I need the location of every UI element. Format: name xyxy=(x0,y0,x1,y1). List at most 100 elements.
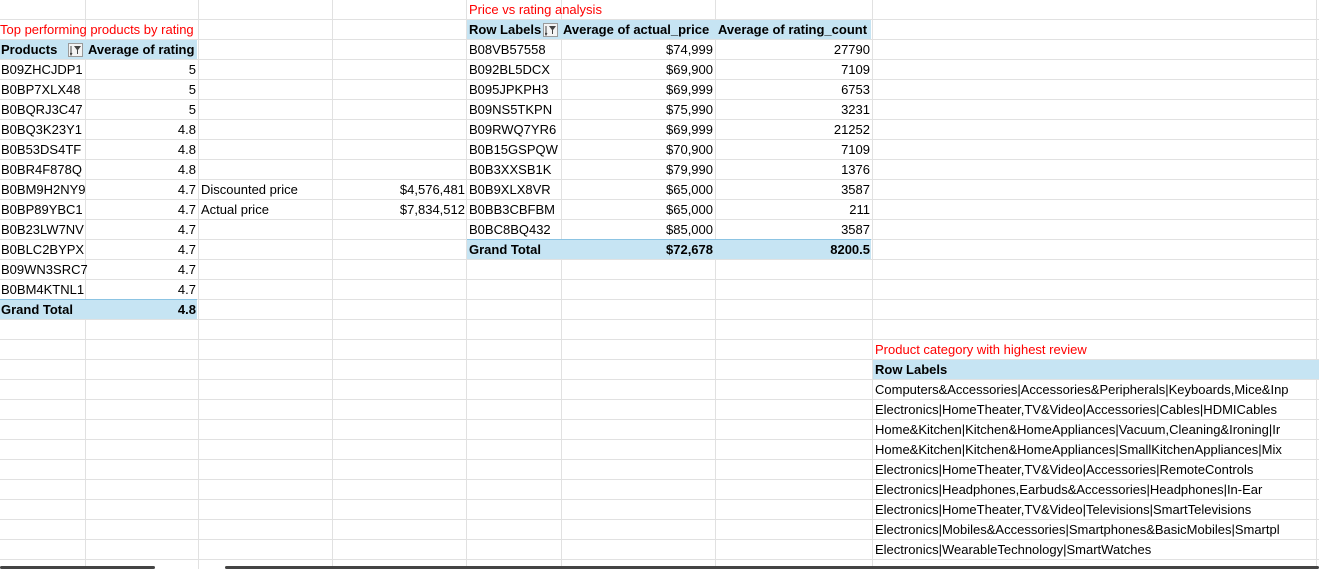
gridline xyxy=(0,439,1319,440)
gridline xyxy=(0,359,1319,360)
product-rating-cell: 4.8 xyxy=(177,162,196,177)
gridline xyxy=(85,0,86,569)
actual-price-label: Actual price xyxy=(201,202,269,217)
price-vs-rating-total-band xyxy=(467,240,871,259)
product-id-cell: B0B23LW7NV xyxy=(1,222,84,237)
category-row-cell: Electronics|HomeTheater,TV&Video|Televis… xyxy=(875,502,1252,517)
pvr-price-cell: $70,900 xyxy=(666,142,713,157)
top-products-col-rating: Average of rating xyxy=(88,42,195,57)
discounted-price-value: $4,576,481 xyxy=(399,182,465,197)
product-rating-cell: 5 xyxy=(188,62,196,77)
sort-filter-button[interactable] xyxy=(68,43,83,57)
product-id-cell: B0BR4F878Q xyxy=(1,162,82,177)
gridline xyxy=(0,479,1319,480)
total-border xyxy=(0,299,197,300)
pvr-count-cell: 7109 xyxy=(841,62,870,77)
gridline xyxy=(0,99,1319,100)
category-row-cell: Electronics|Headphones,Earbuds&Accessori… xyxy=(875,482,1263,497)
pvr-product-id-cell: B0B15GSPQW xyxy=(469,142,558,157)
gridline xyxy=(0,319,1319,320)
gridline xyxy=(0,419,1319,420)
category-row-cell: Electronics|WearableTechnology|SmartWatc… xyxy=(875,542,1152,557)
total-border xyxy=(467,239,871,240)
gridline xyxy=(0,339,1319,340)
top-products-total-band xyxy=(0,300,197,319)
product-rating-cell: 4.7 xyxy=(177,262,196,277)
category-row-cell: Electronics|HomeTheater,TV&Video|Accesso… xyxy=(875,462,1254,477)
sort-filter-button[interactable] xyxy=(543,23,558,37)
product-rating-cell: 4.7 xyxy=(177,242,196,257)
gridline xyxy=(0,559,1319,560)
gridline xyxy=(0,539,1319,540)
product-id-cell: B09WN3SRC7 xyxy=(1,262,88,277)
pvr-count-cell: 27790 xyxy=(833,42,870,57)
gridline xyxy=(561,0,562,569)
sort-filter-icon xyxy=(70,46,81,56)
gridline xyxy=(0,399,1319,400)
pvr-product-id-cell: B09NS5TKPN xyxy=(469,102,553,117)
product-rating-cell: 4.8 xyxy=(177,142,196,157)
pvr-price-cell: $75,990 xyxy=(666,102,713,117)
pvr-price-cell: $69,999 xyxy=(666,122,713,137)
price-vs-rating-col-labels: Row Labels xyxy=(469,22,542,37)
gridline xyxy=(1316,0,1317,569)
gridline xyxy=(466,0,467,569)
pvr-price-cell: $69,999 xyxy=(666,82,713,97)
gridline xyxy=(0,459,1319,460)
price-vs-rating-grand-total-count: 8200.5 xyxy=(830,242,870,257)
pvr-count-cell: 7109 xyxy=(841,142,870,157)
product-id-cell: B0BLC2BYPX xyxy=(1,242,85,257)
price-vs-rating-title: Price vs rating analysis xyxy=(469,2,602,17)
gridline xyxy=(0,139,1319,140)
product-rating-cell: 4.7 xyxy=(177,282,196,297)
product-id-cell: B09ZHCJDP1 xyxy=(1,62,83,77)
horizontal-scrollbar-thumb[interactable] xyxy=(225,566,1319,569)
gridline xyxy=(0,119,1319,120)
gridline xyxy=(0,39,1319,40)
product-rating-cell: 4.7 xyxy=(177,222,196,237)
top-products-title: Top performing products by rating xyxy=(0,22,194,37)
gridline xyxy=(198,0,199,569)
gridline xyxy=(0,79,1319,80)
pvr-product-id-cell: B095JPKPH3 xyxy=(469,82,549,97)
product-id-cell: B0B53DS4TF xyxy=(1,142,82,157)
price-vs-rating-header-band xyxy=(467,20,871,39)
pvr-price-cell: $65,000 xyxy=(666,182,713,197)
pvr-product-id-cell: B09RWQ7YR6 xyxy=(469,122,557,137)
pvr-price-cell: $69,900 xyxy=(666,62,713,77)
pvr-product-id-cell: B0B3XXSB1K xyxy=(469,162,552,177)
category-review-title: Product category with highest review xyxy=(875,342,1087,357)
gridline xyxy=(0,279,1319,280)
gridline xyxy=(0,179,1319,180)
pvr-product-id-cell: B092BL5DCX xyxy=(469,62,550,77)
pvr-product-id-cell: B0B9XLX8VR xyxy=(469,182,551,197)
gridline xyxy=(0,159,1319,160)
product-id-cell: B0BQRJ3C47 xyxy=(1,102,83,117)
product-id-cell: B0BP89YBC1 xyxy=(1,202,83,217)
product-rating-cell: 5 xyxy=(188,82,196,97)
product-id-cell: B0BP7XLX48 xyxy=(1,82,81,97)
pvr-price-cell: $79,990 xyxy=(666,162,713,177)
pvr-count-cell: 211 xyxy=(849,202,870,217)
category-row-cell: Electronics|HomeTheater,TV&Video|Accesso… xyxy=(875,402,1277,417)
product-id-cell: B0BM9H2NY9 xyxy=(1,182,86,197)
price-vs-rating-col-count: Average of rating_count xyxy=(718,22,868,37)
pvr-count-cell: 3587 xyxy=(841,222,870,237)
gridline xyxy=(872,0,873,569)
price-vs-rating-col-price: Average of actual_price xyxy=(563,22,710,37)
discounted-price-label: Discounted price xyxy=(201,182,298,197)
gridline xyxy=(0,519,1319,520)
horizontal-scrollbar-left[interactable] xyxy=(0,566,155,569)
pvr-product-id-cell: B0BC8BQ432 xyxy=(469,222,551,237)
pvr-count-cell: 21252 xyxy=(833,122,870,137)
top-products-grand-total-value: 4.8 xyxy=(177,302,196,317)
top-products-grand-total-label: Grand Total xyxy=(1,302,73,317)
product-rating-cell: 4.8 xyxy=(177,122,196,137)
pvr-count-cell: 6753 xyxy=(841,82,870,97)
pvr-price-cell: $74,999 xyxy=(666,42,713,57)
gridline xyxy=(0,19,1319,20)
category-row-cell: Electronics|Mobiles&Accessories|Smartpho… xyxy=(875,522,1280,537)
category-row-cell: Computers&Accessories|Accessories&Periph… xyxy=(875,382,1289,397)
product-id-cell: B0BM4KTNL1 xyxy=(1,282,85,297)
